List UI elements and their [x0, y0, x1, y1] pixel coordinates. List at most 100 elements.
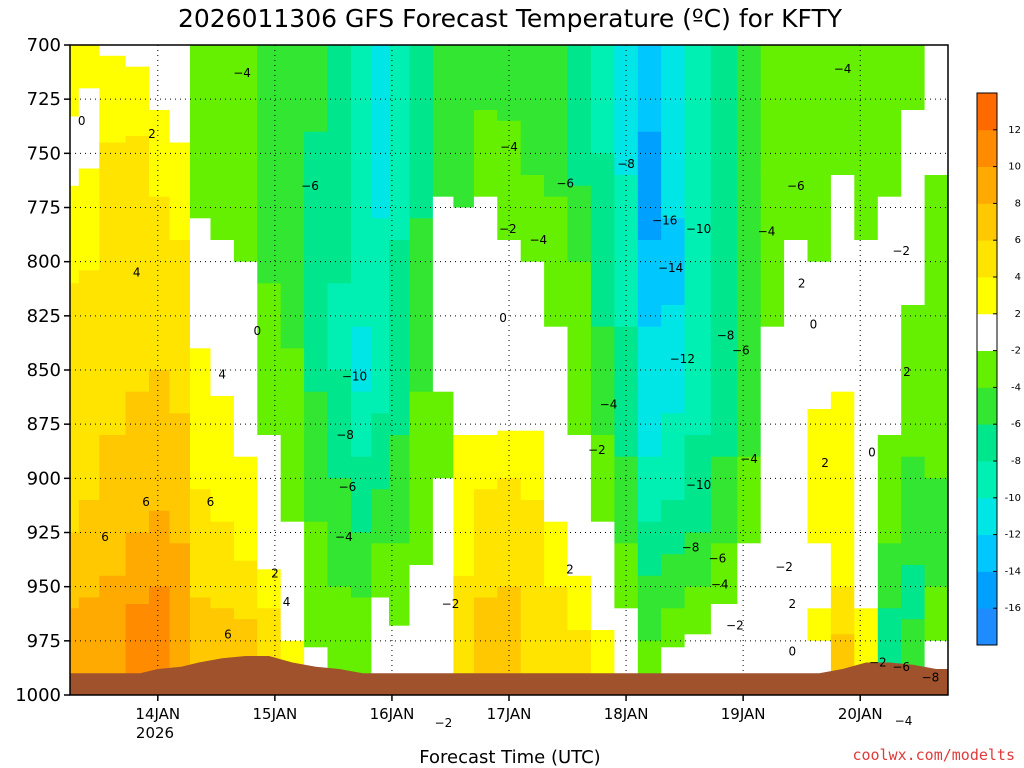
contour-label: −4 — [711, 578, 729, 592]
temperature-cell — [432, 45, 454, 198]
y-tick-label: 825 — [27, 306, 61, 327]
contour-label: −6 — [339, 480, 357, 494]
temperature-cell — [567, 261, 592, 436]
colorbar-label: -4 — [1011, 382, 1021, 393]
contour-label: 0 — [78, 114, 86, 128]
contour-labels: 02466640624−4−6−10−8−6−4−2−20−4−2−4−62−4… — [78, 62, 939, 730]
temperature-cell — [327, 283, 352, 371]
temperature-cell — [590, 153, 615, 328]
temperature-cell — [684, 196, 712, 328]
temperature-cell — [497, 430, 522, 479]
temperature-cell — [233, 560, 258, 620]
temperature-cell — [371, 597, 390, 631]
temperature-cell — [257, 569, 282, 609]
temperature-cell — [497, 326, 522, 432]
temperature-cell — [190, 348, 212, 490]
temperature-cell — [169, 45, 191, 79]
temperature-cell — [760, 478, 785, 583]
temperature-cell — [304, 521, 329, 648]
temperature-cell — [901, 456, 926, 566]
temperature-cell — [497, 478, 522, 588]
temperature-cell — [830, 370, 855, 393]
x-year-label: 2026 — [136, 724, 174, 742]
plot-frame — [69, 44, 949, 696]
temperature-cell — [453, 435, 475, 577]
y-tick-label: 725 — [27, 89, 61, 110]
colorbar-swatch — [977, 203, 997, 241]
temperature-cell — [70, 283, 80, 534]
temperature-cell — [637, 326, 662, 458]
y-tick-label: 1000 — [15, 685, 61, 706]
contour-label: −4 — [740, 452, 758, 466]
temperature-cell — [432, 196, 454, 393]
temperature-cell — [637, 521, 662, 577]
temperature-cell — [257, 283, 282, 436]
temperature-cell — [351, 456, 373, 534]
temperature-cell — [453, 322, 475, 436]
temperature-cell — [737, 45, 762, 209]
temperature-cell — [737, 370, 762, 458]
temperature-cell — [497, 45, 522, 122]
contour-label: 0 — [868, 445, 876, 459]
temperature-cell — [190, 272, 212, 349]
temperature-cell — [432, 478, 454, 609]
temperature-cell — [280, 619, 305, 642]
contour-label: −4 — [758, 224, 776, 238]
temperature-cell — [784, 326, 809, 609]
contour-label: −4 — [500, 140, 518, 154]
temperature-cell — [737, 456, 762, 544]
temperature-cell — [661, 413, 686, 501]
temperature-cell — [901, 565, 926, 620]
contour-label: −10 — [686, 478, 711, 492]
temperature-cell — [661, 554, 686, 609]
temperature-cell — [280, 521, 305, 620]
contour-label: 4 — [218, 367, 226, 381]
temperature-cell — [304, 45, 329, 133]
temperature-cell — [125, 66, 150, 137]
temperature-cell — [78, 88, 100, 170]
temperature-cell — [590, 586, 615, 631]
temperature-cell — [327, 478, 352, 588]
contour-label: −2 — [775, 560, 793, 574]
colorbar-label: 2 — [1015, 309, 1021, 320]
y-tick-label: 925 — [27, 523, 61, 544]
temperature-cell — [190, 218, 212, 274]
temperature-cell — [760, 326, 785, 479]
temperature-cell — [854, 240, 879, 436]
contour-label: 2 — [903, 365, 911, 379]
temperature-cell — [590, 521, 615, 588]
temperature-cell — [710, 543, 738, 605]
temperature-cell — [784, 45, 809, 241]
contour-label: −2 — [499, 222, 517, 236]
temperature-cell — [784, 240, 809, 328]
temperature-cell — [924, 586, 943, 642]
temperature-cell — [78, 270, 100, 501]
temperature-cell — [544, 456, 569, 523]
temperature-cell — [233, 456, 258, 562]
colorbar-swatch — [977, 424, 997, 462]
contour-label: −4 — [529, 233, 547, 247]
temperature-cell — [684, 326, 712, 436]
temperature-cell — [371, 489, 390, 544]
y-tick-label: 775 — [27, 198, 61, 219]
temperature-cell — [520, 175, 545, 263]
temperature-cell — [169, 77, 191, 144]
colorbar-swatch — [977, 497, 997, 535]
temperature-cell — [942, 45, 948, 176]
temperature-cell — [544, 45, 569, 198]
temperature-cell — [567, 185, 592, 263]
temperature-cell — [807, 409, 832, 544]
temperature-cell — [125, 136, 150, 393]
temperature-cell — [409, 391, 434, 566]
temperature-cell — [901, 305, 926, 458]
contour-label: −4 — [600, 398, 618, 412]
colorbar-label: -2 — [1011, 346, 1021, 357]
temperature-cell — [637, 45, 662, 133]
colorbar-label: 6 — [1015, 235, 1021, 246]
colorbar-swatch — [977, 571, 997, 609]
contour-label: −4 — [335, 530, 353, 544]
y-tick-label: 700 — [27, 35, 61, 56]
y-tick-label: 800 — [27, 252, 61, 273]
temperature-cell — [210, 240, 235, 323]
temperature-cell — [169, 142, 191, 241]
